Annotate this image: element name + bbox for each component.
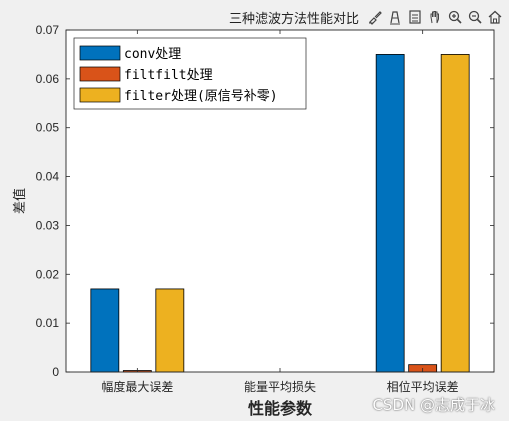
x-tick-label: 幅度最大误差 bbox=[101, 379, 173, 394]
y-axis-label: 差值 bbox=[12, 188, 28, 214]
x-tick-label: 能量平均损失 bbox=[244, 379, 316, 394]
bar bbox=[155, 288, 185, 373]
legend-label: conv处理 bbox=[124, 47, 181, 62]
watermark: CSDN @志成于冰 bbox=[372, 396, 495, 414]
y-tick-label: 0.06 bbox=[36, 72, 60, 86]
y-tick-label: 0.03 bbox=[36, 218, 60, 232]
y-tick-label: 0.02 bbox=[36, 267, 60, 281]
x-axis-label: 性能参数 bbox=[248, 399, 313, 418]
zoom-in-icon[interactable] bbox=[447, 9, 463, 25]
zoom-out-icon[interactable] bbox=[467, 9, 483, 25]
legend-swatch bbox=[79, 45, 121, 61]
y-tick-label: 0.04 bbox=[36, 170, 60, 184]
x-tick-label: 相位平均误差 bbox=[387, 379, 459, 394]
legend-label: filtfilt处理 bbox=[124, 68, 213, 83]
bar bbox=[90, 288, 120, 373]
y-tick-label: 0.07 bbox=[36, 23, 60, 37]
legend: conv处理 filtfilt处理 filter处理(原信号补零) bbox=[73, 37, 307, 110]
y-tick-label: 0.05 bbox=[36, 121, 60, 135]
bar bbox=[375, 54, 405, 373]
bar bbox=[440, 54, 470, 373]
brush-icon[interactable] bbox=[367, 9, 383, 25]
legend-swatch bbox=[79, 87, 121, 103]
y-tick-label: 0 bbox=[52, 365, 59, 379]
y-tick-label: 0.01 bbox=[36, 316, 60, 330]
save-icon[interactable] bbox=[407, 9, 423, 25]
legend-label: filter处理(原信号补零) bbox=[124, 89, 278, 104]
pan-icon[interactable] bbox=[427, 9, 443, 25]
figure-toolbar: 三种滤波方法性能对比 bbox=[229, 6, 503, 28]
home-icon[interactable] bbox=[487, 9, 503, 25]
legend-swatch bbox=[79, 66, 121, 82]
data-tips-icon[interactable] bbox=[387, 9, 403, 25]
figure-title: 三种滤波方法性能对比 bbox=[228, 11, 359, 27]
axes-box bbox=[65, 29, 495, 373]
